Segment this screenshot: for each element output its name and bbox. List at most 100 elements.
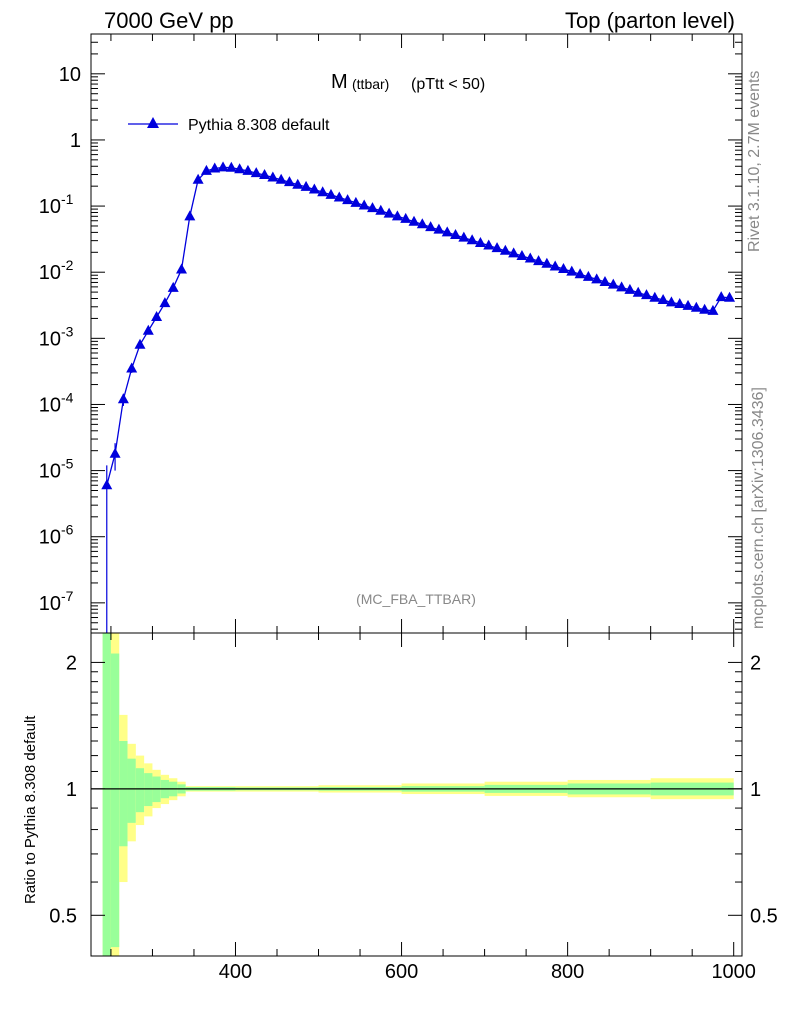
- data-point-marker: [624, 283, 636, 294]
- data-point-marker: [292, 178, 304, 189]
- data-point-marker: [283, 176, 295, 187]
- main-y-tick-label: 10: [39, 394, 61, 416]
- band-inner-bin: [144, 773, 153, 807]
- data-point-marker: [391, 210, 403, 221]
- data-point-marker: [333, 191, 345, 202]
- main-x-ticks: [110, 34, 735, 633]
- data-point-marker: [541, 257, 553, 268]
- main-y-tick-exponent: -4: [61, 389, 74, 405]
- data-point-marker: [491, 242, 503, 253]
- data-point-marker: [275, 173, 287, 184]
- data-point-marker: [308, 183, 320, 194]
- data-point-marker: [616, 281, 628, 292]
- data-point-marker: [200, 164, 212, 175]
- data-point-marker: [217, 161, 229, 172]
- ratio-y-ticks: [91, 661, 742, 916]
- legend-marker: [147, 117, 159, 128]
- band-inner-bin: [119, 740, 128, 847]
- main-y-tick-exponent: -1: [61, 191, 74, 207]
- data-point-marker: [400, 212, 412, 223]
- data-point-marker: [724, 291, 736, 302]
- data-point-marker: [225, 161, 237, 172]
- main-y-tick-label: 10: [39, 461, 61, 483]
- main-y-tick-label: 10: [39, 328, 61, 350]
- data-point-marker: [557, 262, 569, 273]
- data-point-marker: [715, 291, 727, 302]
- data-point-marker: [533, 255, 545, 266]
- data-point-marker: [425, 221, 437, 232]
- main-y-tick-label: 10: [59, 64, 81, 86]
- data-point-marker: [707, 304, 719, 315]
- data-point-marker: [167, 281, 179, 292]
- ratio-x-tick-label: 1000: [711, 961, 756, 983]
- main-y-tick-label: 10: [39, 593, 61, 615]
- plot-title-main: M: [331, 71, 348, 93]
- data-point-marker: [682, 299, 694, 310]
- data-point-marker: [483, 239, 495, 250]
- data-point-marker: [591, 273, 603, 284]
- series-line: [106, 166, 730, 486]
- plot-title-cut: (pTtt < 50): [411, 76, 485, 93]
- data-point-marker: [641, 289, 653, 300]
- data-point-marker: [317, 186, 329, 197]
- legend-label: Pythia 8.308 default: [188, 117, 330, 134]
- data-point-marker: [109, 447, 121, 458]
- data-point-marker: [375, 204, 387, 215]
- data-point-marker: [151, 311, 163, 322]
- main-y-tick-label: 1: [70, 130, 81, 152]
- data-point-marker: [350, 196, 362, 207]
- data-point-marker: [549, 260, 561, 271]
- data-point-marker: [524, 252, 536, 263]
- data-point-marker: [242, 164, 254, 175]
- series-pythia: [101, 161, 736, 633]
- data-point-marker: [450, 229, 462, 240]
- data-point-marker: [441, 226, 453, 237]
- data-point-marker: [582, 270, 594, 281]
- data-point-marker: [433, 223, 445, 234]
- ratio-y-tick-label-right: 0.5: [750, 905, 778, 927]
- data-point-marker: [408, 215, 420, 226]
- data-point-marker: [300, 180, 312, 191]
- main-y-tick-exponent: -5: [61, 456, 74, 472]
- data-point-marker: [192, 173, 204, 184]
- ratio-x-tick-label: 400: [219, 961, 252, 983]
- data-point-marker: [690, 301, 702, 312]
- main-y-tick-exponent: -2: [61, 257, 74, 273]
- data-point-marker: [599, 276, 611, 287]
- main-y-tick-exponent: -7: [61, 588, 74, 604]
- data-point-marker: [234, 163, 246, 174]
- data-point-marker: [126, 362, 138, 373]
- band-inner-bin: [127, 758, 136, 823]
- data-point-marker: [159, 297, 171, 308]
- header-left: 7000 GeV pp: [104, 8, 234, 33]
- ratio-y-tick-label: 1: [66, 779, 77, 801]
- ratio-y-tick-label: 2: [66, 652, 77, 674]
- data-point-marker: [176, 263, 188, 274]
- data-point-marker: [134, 338, 146, 349]
- data-point-marker: [649, 291, 661, 302]
- main-y-ticks: [91, 33, 742, 630]
- data-point-marker: [458, 231, 470, 242]
- band-inner-bin: [135, 768, 145, 813]
- main-y-tick-exponent: -3: [61, 323, 74, 339]
- data-point-marker: [184, 210, 196, 221]
- main-y-tick-exponent: -6: [61, 522, 74, 538]
- data-point-marker: [209, 162, 221, 173]
- ratio-y-tick-label-right: 2: [750, 652, 761, 674]
- data-point-marker: [657, 293, 669, 304]
- plot-title-sub: (ttbar): [352, 76, 389, 92]
- data-point-marker: [259, 169, 271, 180]
- data-point-marker: [416, 218, 428, 229]
- data-point-marker: [325, 188, 337, 199]
- band-inner-bin: [102, 633, 111, 956]
- main-y-tick-label: 10: [39, 262, 61, 284]
- data-point-marker: [508, 247, 520, 258]
- legend: Pythia 8.308 default: [128, 117, 330, 134]
- data-point-marker: [142, 324, 154, 335]
- ratio-x-ticks: [110, 633, 735, 956]
- ratio-y-tick-label: 0.5: [49, 905, 77, 927]
- data-point-marker: [366, 202, 378, 213]
- ratio-y-axis-label: Ratio to Pythia 8.308 default: [22, 715, 39, 904]
